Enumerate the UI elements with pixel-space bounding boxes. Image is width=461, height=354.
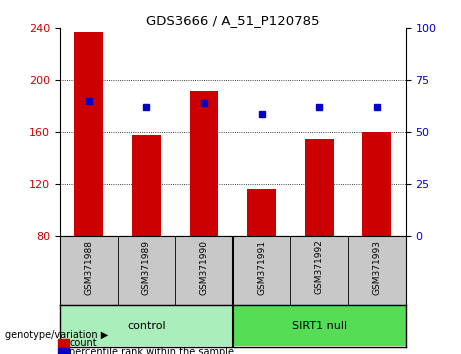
Text: GSM371993: GSM371993 [372, 240, 381, 295]
Text: count: count [69, 338, 97, 348]
Text: control: control [127, 321, 165, 331]
Title: GDS3666 / A_51_P120785: GDS3666 / A_51_P120785 [146, 14, 319, 27]
Text: GSM371989: GSM371989 [142, 240, 151, 295]
Bar [362, 132, 391, 236]
Bar [247, 189, 276, 236]
Text: GSM371988: GSM371988 [84, 240, 93, 295]
Bar [74, 32, 103, 236]
Text: genotype/variation ▶: genotype/variation ▶ [5, 330, 108, 339]
Text: percentile rank within the sample: percentile rank within the sample [69, 347, 234, 354]
Text: GSM371992: GSM371992 [315, 240, 324, 295]
Bar [189, 91, 219, 236]
Bar [305, 139, 334, 236]
Text: GSM371991: GSM371991 [257, 240, 266, 295]
Bar [60, 306, 233, 346]
Text: SIRT1 null: SIRT1 null [292, 321, 347, 331]
Bar [132, 135, 161, 236]
Text: GSM371990: GSM371990 [200, 240, 208, 295]
Bar [233, 306, 406, 346]
